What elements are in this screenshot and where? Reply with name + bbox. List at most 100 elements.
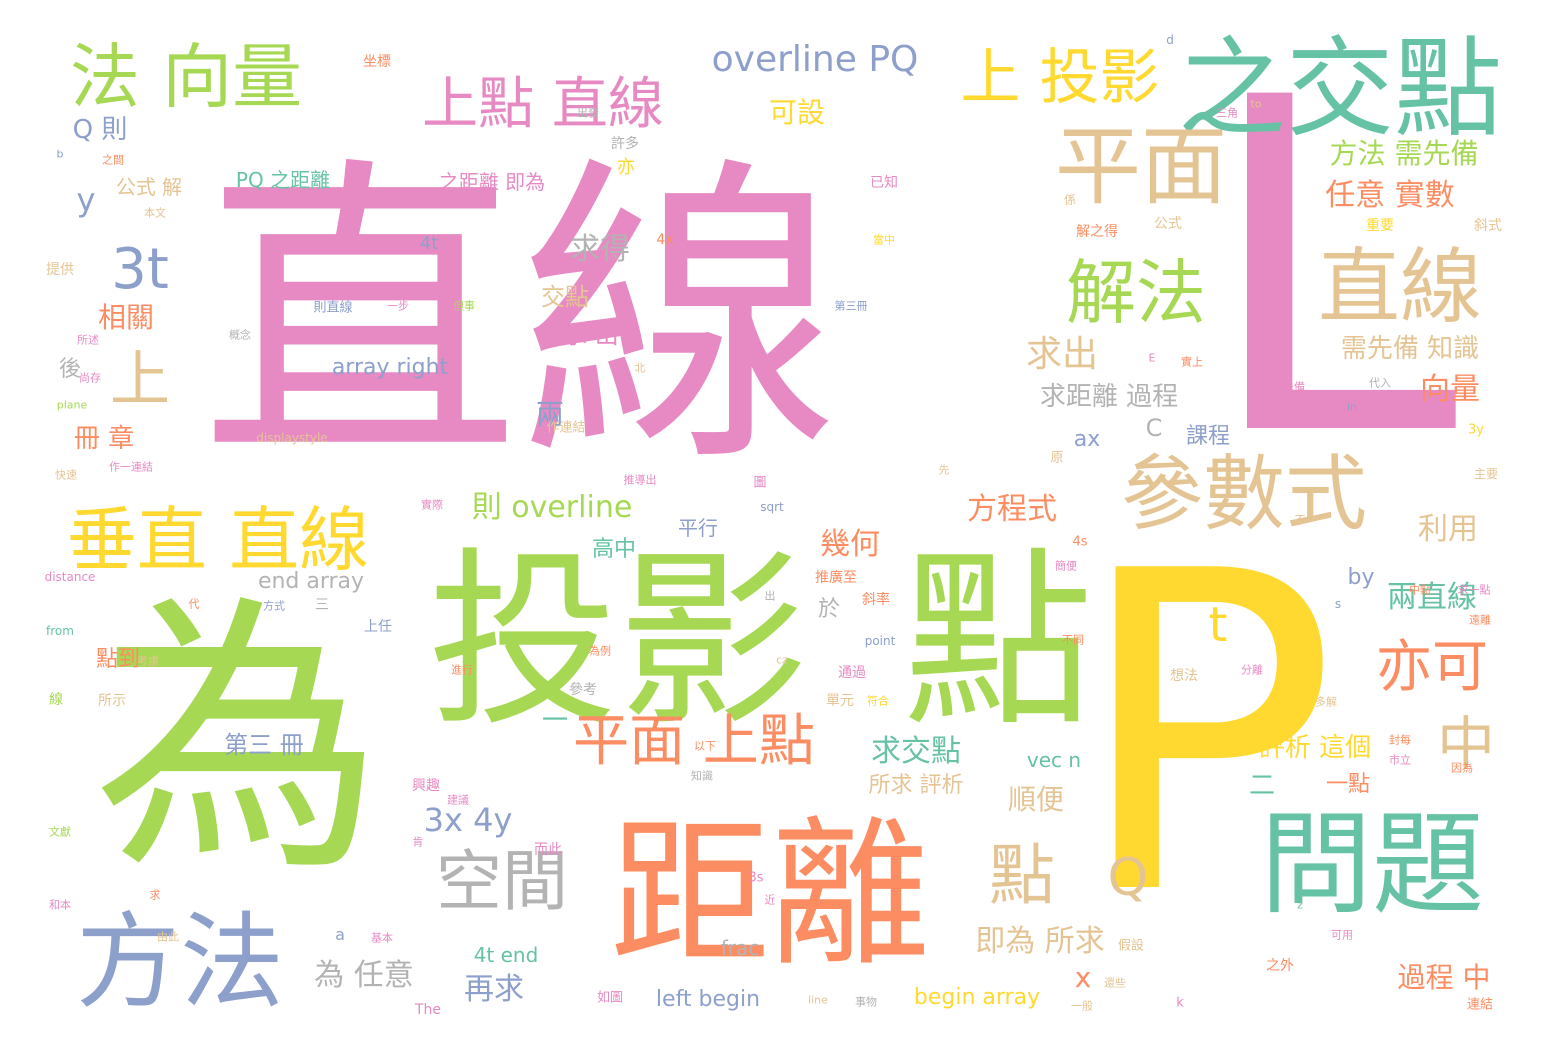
word-ax: ax <box>1073 427 1101 452</box>
word-x: x <box>1074 961 1092 994</box>
word-jianbian: 簡便 <box>1055 559 1077 573</box>
word-xielv: 斜率 <box>862 592 890 608</box>
word-keyong: 可用 <box>1331 928 1353 942</box>
word-qiuyidian: 求一點 <box>1457 583 1491 597</box>
word-displaystyle: displaystyle <box>256 431 328 445</box>
word-zaiqiu: 再求 <box>464 972 524 1007</box>
word-pq-zhijuli: PQ 之距離 <box>235 168 331 192</box>
word-cankao: 參考 <box>569 682 597 698</box>
word-suoshi: 所示 <box>98 693 126 709</box>
word-jiezhide: 解之得 <box>1076 224 1118 240</box>
word-the: The <box>414 1002 442 1018</box>
word-suoqiu-pingxi: 所求 評析 <box>868 773 964 798</box>
word-k: k <box>1176 995 1184 1011</box>
word-s: s <box>1334 597 1342 611</box>
word-end-array: end array <box>257 569 365 594</box>
word-shangren: 上任 <box>364 619 392 635</box>
word-line: line <box>808 993 828 1007</box>
word-dian: 點 <box>902 531 1094 752</box>
word-kaolv: 考慮 <box>137 654 159 668</box>
word-p: P <box>1072 479 1338 991</box>
word-hou: 後 <box>58 357 82 382</box>
word-fangfa-xuxianbei: 方法 需先備 <box>1329 137 1479 170</box>
word-d: d <box>1166 33 1174 47</box>
word-e: E <box>1148 351 1156 365</box>
word-shangcun: 尚存 <box>79 371 101 385</box>
word-danshi: 但事 <box>453 299 475 313</box>
word-yizhi: 已知 <box>870 175 898 191</box>
word-disan-ce: 第三 冊 <box>224 731 304 759</box>
word-zezhixian: 則直線 <box>313 300 353 316</box>
word-fengmei: 封每 <box>1389 733 1411 747</box>
word-xiangliang: 向量 <box>1420 372 1480 407</box>
word-dangzhong: 當中 <box>873 233 895 247</box>
word-qiude: 求得 <box>570 232 630 267</box>
word-yi-small: 亦 <box>617 157 635 178</box>
word-rutu: 如圖 <box>596 990 624 1006</box>
word-a: a <box>335 925 345 944</box>
word-zuolianjie: 作連結 <box>546 420 586 436</box>
word-wei: 為 <box>93 573 383 910</box>
word-dairu: 代入 <box>1369 376 1391 390</box>
word-plane: plane <box>56 398 88 412</box>
word-tuiguangzhi: 推廣至 <box>815 570 857 586</box>
word-zhiwai: 之外 <box>1266 958 1294 974</box>
word-zhexie: 還些 <box>1104 976 1126 990</box>
word-suoshu: 所述 <box>77 333 99 347</box>
word-pingxing: 平行 <box>678 516 718 540</box>
word-gongshi: 公式 <box>1154 216 1182 232</box>
word-zhixian-large: 直線 <box>200 132 840 504</box>
word-yinwei: 因為 <box>1451 761 1473 775</box>
word-4x: 4x <box>656 232 674 248</box>
word-cz: cz <box>776 653 788 667</box>
word-xuduo: 許多 <box>611 136 639 152</box>
word-butong: 不同 <box>1062 633 1084 647</box>
word-shili: 市立 <box>1389 753 1411 767</box>
word-chu: 出 <box>764 589 776 603</box>
word-yidian: 一點 <box>1325 772 1371 797</box>
word-l: L <box>1201 2 1459 537</box>
word-gaozhong: 高中 <box>591 537 637 562</box>
word-begin-array: begin array <box>913 985 1041 1010</box>
word-xian: 線 <box>49 692 63 708</box>
word-pingmian-shangdian: 平面 上點 <box>573 709 815 774</box>
word-overline-pq: overline PQ <box>711 39 919 80</box>
word-by: by <box>1347 565 1375 590</box>
word-zhijuli-jiwei: 之距離 即為 <box>438 170 546 194</box>
word-wenti: 問題 <box>1260 800 1484 930</box>
word-kuaisu: 快速 <box>55 468 77 482</box>
word-yu: 於 <box>817 597 841 622</box>
word-zuoyilianjie: 作一連結 <box>109 460 153 474</box>
word-chufa: 出發 <box>577 106 599 120</box>
word-jin: 近 <box>764 893 776 907</box>
word-zhixian-small: 直線 <box>1317 240 1483 335</box>
word-tu: 圖 <box>753 475 767 491</box>
word-liang: 兩 <box>535 398 565 431</box>
word-touying: 投影 <box>427 531 809 752</box>
word-3s: 3s <box>748 870 764 886</box>
word-gainian: 概念 <box>229 328 251 342</box>
word-tuidaochu: 推導出 <box>623 473 657 487</box>
word-youci: 由此 <box>157 930 179 944</box>
word-zhuyao: 主要 <box>1473 467 1499 481</box>
word-zhijian: 之間 <box>102 153 124 167</box>
word-erci: 而此 <box>534 842 562 858</box>
word-shang-touying: 上 投影 <box>960 43 1160 113</box>
word-distance: distance <box>44 570 96 584</box>
word-shunbian: 順便 <box>1007 783 1065 816</box>
word-yuanli: 遠離 <box>1469 613 1491 627</box>
word-yuan: 原 <box>1050 450 1064 466</box>
word-from: from <box>46 624 74 638</box>
word-yixia: 以下 <box>694 739 716 753</box>
word-3y: 3y <box>1468 422 1484 438</box>
word-4s: 4s <box>1072 534 1088 550</box>
word-yiban: 一般 <box>1071 999 1093 1013</box>
word-gongqidati: 共七大題 <box>325 238 369 252</box>
word-jiben: 基本 <box>371 931 393 945</box>
word-jihe: 幾何 <box>820 527 880 562</box>
word-q: Q <box>1107 848 1149 908</box>
word-kecheng: 課程 <box>1185 424 1231 449</box>
word-jiaoshi: 教師黃俊瑋求 <box>427 426 493 440</box>
word-fuhe: 符合 <box>867 694 889 708</box>
